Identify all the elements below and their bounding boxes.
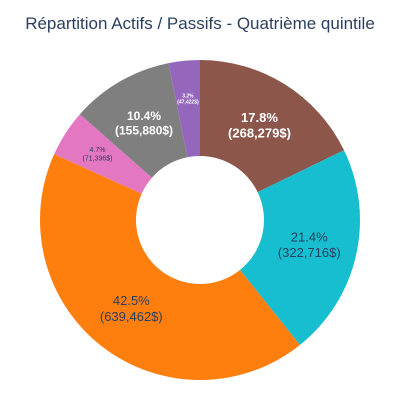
slice-label: 4.7% (71,396$): [83, 147, 113, 162]
slice-value-label: (639,462$): [100, 309, 163, 324]
slice-value-label: (322,716$): [278, 245, 341, 260]
pie-slice[interactable]: [168, 60, 200, 158]
slice-value-label: (47,422$): [177, 99, 199, 105]
chart-title: Répartition Actifs / Passifs - Quatrième…: [25, 14, 375, 33]
pie-slice[interactable]: [40, 154, 300, 380]
slice-label: 17.8% (268,279$): [228, 110, 291, 141]
pie-slice[interactable]: [239, 150, 360, 345]
pie-slice[interactable]: [200, 60, 345, 193]
slice-label: 21.4% (322,716$): [278, 229, 341, 260]
slice-percent-label: 4.7%: [90, 147, 106, 154]
pie-slice[interactable]: [79, 63, 188, 178]
slice-value-label: (268,279$): [228, 125, 291, 140]
slice-percent-label: 21.4%: [291, 229, 328, 244]
pie-slice[interactable]: [54, 114, 152, 194]
slice-label: 42.5% (639,462$): [100, 293, 163, 324]
slice-percent-label: 10.4%: [127, 109, 161, 123]
slice-percent-label: 17.8%: [241, 110, 278, 125]
slice-label: 3.2% (47,422$): [177, 93, 199, 105]
slice-value-label: (155,880$): [115, 123, 173, 137]
slice-label: 10.4% (155,880$): [115, 109, 173, 137]
slice-value-label: (71,396$): [83, 155, 113, 162]
slice-percent-label: 3.2%: [182, 93, 194, 99]
slice-percent-label: 42.5%: [113, 293, 150, 308]
